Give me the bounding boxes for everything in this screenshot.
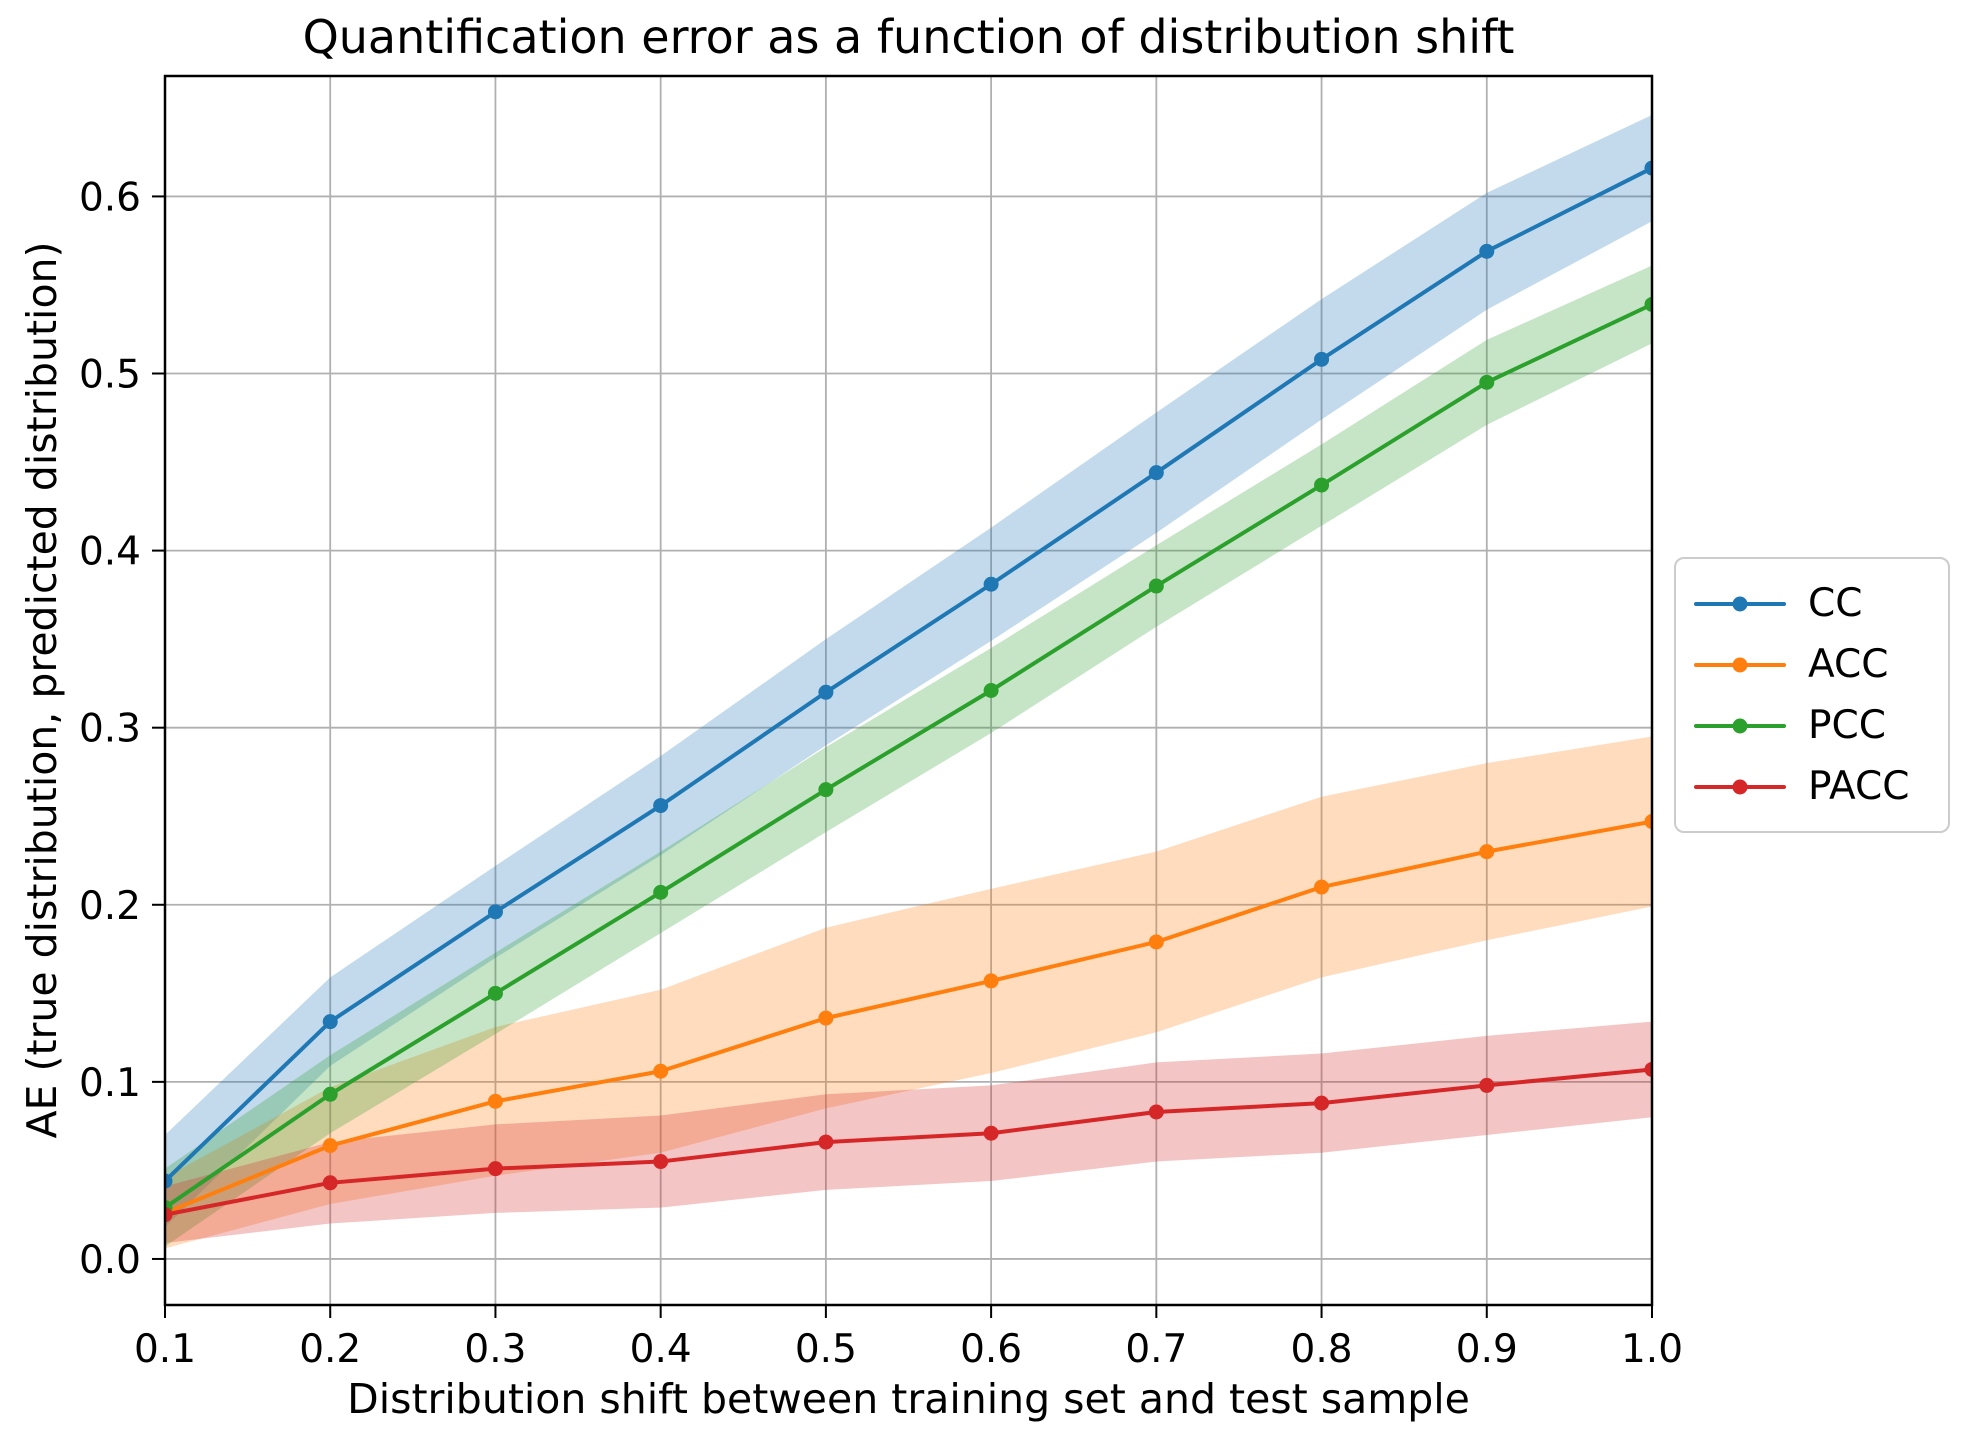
band-pacc xyxy=(165,1021,1652,1244)
data-point-acc xyxy=(487,1093,503,1109)
x-tick-label: 1.0 xyxy=(1621,1327,1683,1372)
data-point-pacc xyxy=(1479,1077,1495,1093)
data-point-acc xyxy=(983,973,999,989)
line-pacc xyxy=(165,1067,1652,1217)
data-point-cc xyxy=(322,1014,338,1030)
data-point-cc xyxy=(1148,465,1164,481)
legend-label-pacc: PACC xyxy=(1808,764,1910,809)
data-point-acc xyxy=(1314,879,1330,895)
data-point-acc xyxy=(1479,844,1495,860)
data-point-pcc xyxy=(322,1086,338,1102)
data-point-cc xyxy=(983,576,999,592)
plot-border xyxy=(163,74,1654,1307)
line-cc xyxy=(165,166,1652,1184)
band-cc xyxy=(165,114,1652,1228)
data-point-cc xyxy=(1314,351,1330,367)
x-tick-label: 0.7 xyxy=(1125,1327,1187,1372)
y-tick-label: 0.1 xyxy=(79,1061,141,1106)
data-point-cc xyxy=(1644,160,1652,176)
legend-line-sample-pacc xyxy=(1694,779,1786,794)
line-pcc xyxy=(165,302,1652,1210)
legend-label-acc: ACC xyxy=(1808,642,1889,687)
data-point-pacc xyxy=(165,1207,173,1223)
legend-item-pacc: PACC xyxy=(1676,764,1948,809)
data-point-pacc xyxy=(1644,1061,1652,1077)
x-tick-label: 0.9 xyxy=(1456,1327,1518,1372)
x-tick-label: 0.1 xyxy=(134,1327,196,1372)
chart-title: Quantification error as a function of di… xyxy=(302,10,1515,64)
legend-line-sample-pcc xyxy=(1694,718,1786,733)
data-point-pacc xyxy=(487,1161,503,1177)
data-point-pacc xyxy=(322,1175,338,1191)
data-point-pcc xyxy=(1644,296,1652,312)
y-tick-label: 0.0 xyxy=(79,1238,141,1283)
data-point-acc xyxy=(653,1063,669,1079)
legend-marker-pacc xyxy=(1732,779,1748,794)
x-tick-label: 0.5 xyxy=(795,1327,857,1372)
x-tick-label: 0.2 xyxy=(299,1327,361,1372)
x-tick-label: 0.3 xyxy=(464,1327,526,1372)
data-point-pcc xyxy=(1314,477,1330,493)
data-point-pcc xyxy=(983,683,999,698)
data-point-acc xyxy=(818,1010,834,1026)
legend-line-sample-acc xyxy=(1694,657,1786,672)
legend-item-cc: CC xyxy=(1676,581,1948,626)
data-point-pcc xyxy=(653,884,669,900)
confidence-bands xyxy=(165,114,1652,1249)
y-axis-label: AE (true distribution, predicted distrib… xyxy=(18,241,66,1139)
data-point-cc xyxy=(1479,243,1495,259)
series-lines xyxy=(165,160,1652,1223)
data-point-pacc xyxy=(653,1154,669,1170)
axis-ticks xyxy=(152,195,1653,1318)
band-acc xyxy=(165,736,1652,1249)
data-point-pcc xyxy=(818,782,834,798)
x-tick-label: 0.6 xyxy=(960,1327,1022,1372)
data-point-pcc xyxy=(1479,374,1495,390)
data-point-cc xyxy=(487,904,503,920)
x-tick-label: 0.4 xyxy=(630,1327,692,1372)
legend-marker-pcc xyxy=(1732,718,1748,733)
data-point-cc xyxy=(818,684,834,700)
legend-label-cc: CC xyxy=(1808,581,1863,626)
y-tick-label: 0.6 xyxy=(79,175,141,220)
x-tick-label: 0.8 xyxy=(1291,1327,1353,1372)
legend-item-acc: ACC xyxy=(1676,642,1948,687)
legend-line-sample-cc xyxy=(1694,596,1786,611)
data-point-acc xyxy=(322,1138,338,1154)
legend-label-pcc: PCC xyxy=(1808,703,1886,748)
data-point-cc xyxy=(165,1173,173,1189)
line-acc xyxy=(165,819,1652,1215)
data-point-acc xyxy=(1148,934,1164,950)
data-point-acc xyxy=(1644,814,1652,830)
y-tick-label: 0.4 xyxy=(79,530,141,575)
legend: CC ACC PCC PACC xyxy=(1674,557,1950,833)
data-point-pacc xyxy=(983,1125,999,1141)
y-tick-label: 0.3 xyxy=(79,707,141,752)
x-axis-label: Distribution shift between training set … xyxy=(347,1375,1470,1423)
legend-item-pcc: PCC xyxy=(1676,703,1948,748)
legend-marker-acc xyxy=(1732,657,1748,672)
data-point-pacc xyxy=(1148,1104,1164,1120)
tick-labels: 0.1 0.2 0.3 0.4 0.5 0.6 0.7 0.8 0.9 1.0 0.0 0.1 0.2 0… xyxy=(79,175,1683,1372)
y-tick-label: 0.2 xyxy=(79,884,141,929)
data-point-pcc xyxy=(1148,578,1164,594)
data-point-cc xyxy=(653,798,669,814)
data-point-pcc xyxy=(487,985,503,1001)
legend-marker-cc xyxy=(1732,596,1748,611)
y-tick-label: 0.5 xyxy=(79,353,141,398)
data-point-pacc xyxy=(818,1134,834,1150)
data-point-pacc xyxy=(1314,1095,1330,1111)
